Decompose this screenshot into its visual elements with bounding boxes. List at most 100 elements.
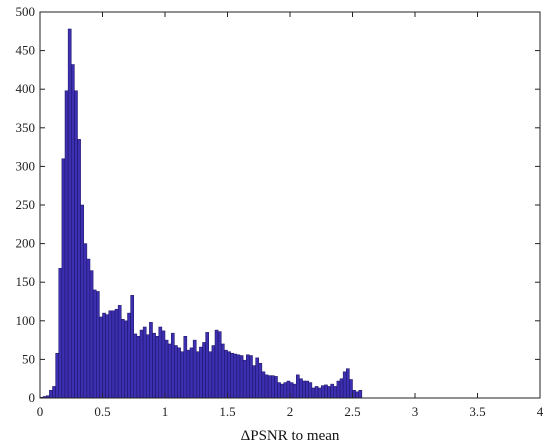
histogram-bar: [171, 332, 175, 399]
histogram-bar: [305, 380, 310, 399]
x-axis: 0 0.5 1 1.5 2 2.5 3 3.5 4: [37, 12, 544, 419]
histogram-bar: [246, 354, 250, 399]
histogram-bar: [77, 139, 81, 399]
histogram-bar: [136, 335, 141, 399]
histogram-bar: [249, 355, 253, 399]
histogram-bar: [158, 326, 163, 399]
histogram-bar: [224, 349, 228, 399]
x-tick-label: 3: [412, 404, 419, 419]
x-tick-label: 2: [287, 404, 294, 419]
y-tick-label: 400: [16, 81, 36, 96]
histogram-bar: [308, 382, 313, 399]
x-tick-label: 1: [162, 404, 169, 419]
histogram-bar: [274, 376, 278, 399]
histogram-bar: [221, 343, 225, 399]
histogram-bar: [139, 329, 144, 399]
x-tick-label: 4: [537, 404, 544, 419]
histogram-bar: [202, 342, 206, 399]
histogram-bar: [199, 346, 203, 399]
y-tick-label: 150: [16, 274, 36, 289]
histogram-bar: [208, 351, 213, 399]
histogram-bar: [180, 351, 185, 399]
histogram-bar: [324, 384, 328, 399]
histogram-bar: [283, 382, 288, 399]
histogram-bar: [142, 326, 147, 399]
histogram-bar: [330, 383, 335, 399]
histogram-bar: [155, 335, 160, 399]
histogram-bar: [99, 316, 103, 399]
histogram-bar: [252, 365, 256, 399]
histogram-bar: [92, 289, 97, 399]
histogram-bar: [217, 331, 222, 399]
histogram-bar: [230, 352, 235, 399]
histogram-bar: [342, 371, 347, 399]
histogram-bar: [55, 352, 60, 399]
histogram-bar: [336, 380, 341, 399]
histogram-bar: [124, 320, 128, 399]
histogram-bar: [111, 310, 116, 399]
histogram-bar: [152, 332, 156, 399]
y-tick-label: 0: [29, 390, 36, 405]
histogram-bar: [261, 371, 266, 399]
histogram-bar: [355, 391, 360, 399]
x-axis-title: ΔPSNR to mean: [241, 428, 340, 444]
histogram-bar: [49, 390, 53, 399]
histogram-bar: [105, 314, 110, 399]
histogram-bar: [233, 353, 238, 399]
histogram-bar: [52, 386, 56, 399]
histogram-bar: [267, 375, 272, 399]
histogram-bar: [102, 312, 106, 399]
x-tick-label: 3.5: [469, 404, 485, 419]
y-tick-label: 300: [16, 158, 36, 173]
histogram-bar: [292, 383, 297, 399]
histogram-bar: [192, 339, 197, 399]
histogram-bar: [183, 335, 188, 399]
histogram-bar: [83, 243, 88, 399]
histogram-bar: [86, 258, 91, 399]
histogram-bar: [280, 383, 285, 399]
histogram-bar: [242, 359, 247, 399]
histogram-bar: [117, 305, 122, 399]
y-axis: 0 50 100 150 200 250 300 350 400 450 500: [16, 4, 540, 405]
histogram-bar: [299, 378, 303, 399]
histogram-bar: [64, 90, 69, 399]
histogram-bar: [161, 330, 166, 399]
histogram-bar: [236, 354, 241, 399]
histogram-bar: [339, 378, 344, 399]
histogram-bar: [167, 343, 172, 399]
histogram-bar: [146, 334, 150, 399]
histogram-bar: [239, 355, 244, 399]
histogram-bar: [164, 339, 169, 399]
histogram-bar: [114, 308, 119, 399]
histogram-bar: [61, 158, 66, 399]
histogram-bar: [133, 333, 138, 399]
histogram-bar: [327, 386, 331, 399]
histogram-bar: [333, 386, 338, 399]
y-tick-label: 200: [16, 236, 36, 251]
histogram-bar: [264, 374, 269, 399]
histogram-bar: [121, 319, 125, 399]
histogram-bar: [314, 386, 319, 399]
histogram-bar: [189, 347, 194, 399]
y-tick-label: 450: [16, 43, 36, 58]
x-tick-label: 0.5: [94, 404, 110, 419]
histogram-bar: [255, 357, 260, 399]
histogram-bar: [346, 368, 350, 399]
histogram-bar: [71, 64, 75, 399]
histogram-bar: [227, 351, 231, 399]
histogram-bar: [80, 204, 85, 399]
histogram-bar: [58, 268, 63, 399]
histogram-bar: [108, 310, 113, 399]
histogram-bar: [296, 374, 300, 399]
histogram-bar: [277, 382, 281, 399]
histogram-bar: [302, 380, 306, 399]
histogram-bar: [96, 291, 100, 399]
histogram-bar: [130, 295, 135, 399]
histogram-bar: [311, 387, 316, 399]
x-tick-label: 1.5: [219, 404, 235, 419]
histogram-bar: [74, 90, 78, 399]
histogram-bar: [177, 347, 181, 399]
x-tick-label: 0: [37, 404, 44, 419]
histogram-bar: [149, 322, 153, 399]
